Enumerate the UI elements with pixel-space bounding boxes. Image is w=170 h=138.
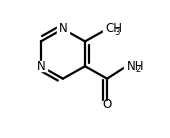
Text: 3: 3 bbox=[115, 27, 120, 37]
Polygon shape bbox=[57, 24, 69, 34]
Polygon shape bbox=[35, 61, 47, 71]
Text: CH: CH bbox=[106, 22, 123, 35]
Text: O: O bbox=[103, 98, 112, 111]
Text: NH: NH bbox=[126, 60, 144, 73]
Text: N: N bbox=[37, 60, 45, 73]
Polygon shape bbox=[103, 24, 122, 34]
Text: 2: 2 bbox=[135, 65, 141, 74]
Polygon shape bbox=[124, 61, 140, 71]
Text: N: N bbox=[58, 22, 67, 35]
Polygon shape bbox=[102, 101, 112, 109]
